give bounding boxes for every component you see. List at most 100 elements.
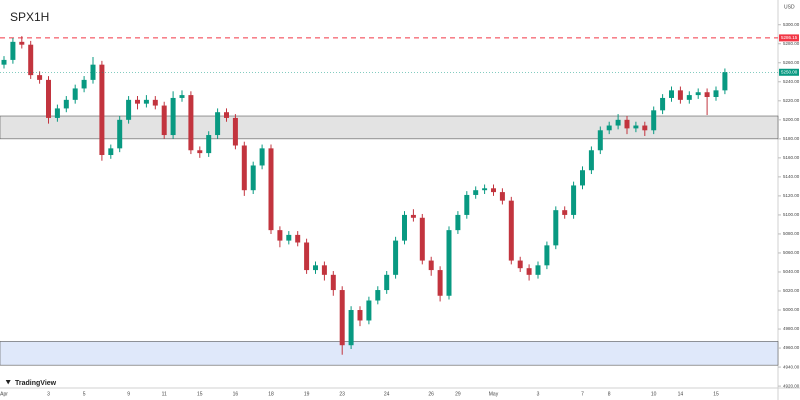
- x-tick-label: 18: [268, 391, 274, 397]
- candle-body: [464, 194, 470, 215]
- candle-body: [241, 145, 247, 191]
- candle-body: [571, 185, 577, 215]
- x-tick-label: 10: [651, 391, 657, 397]
- x-tick-label: 23: [339, 391, 345, 397]
- candle-body: [526, 268, 532, 275]
- y-tick-label: 5240.00: [783, 79, 800, 84]
- x-tick-label: 7: [581, 391, 584, 397]
- y-tick-label: 5200.00: [783, 117, 800, 122]
- candle-body: [455, 214, 461, 231]
- x-tick-label: 3: [537, 391, 540, 397]
- candle-body: [63, 99, 69, 109]
- candle-body: [143, 99, 149, 104]
- candle-body: [722, 72, 728, 91]
- candle-body: [232, 117, 238, 146]
- candle-body: [179, 95, 185, 98]
- x-tick-label: 15: [713, 391, 719, 397]
- candle-body: [224, 112, 229, 118]
- y-tick-label: 5300.00: [783, 22, 800, 27]
- candle-body: [677, 90, 683, 100]
- x-tick-label: 29: [455, 391, 461, 397]
- candle-body: [580, 170, 585, 186]
- candle-body: [410, 214, 416, 218]
- candle-body: [633, 125, 639, 129]
- candle-body: [46, 79, 51, 118]
- candle-body: [491, 188, 496, 193]
- candle-body: [161, 105, 167, 136]
- candle-body: [704, 92, 710, 97]
- y-tick-label: 5160.00: [783, 155, 800, 160]
- candle-body: [428, 260, 434, 271]
- y-tick-label: 5000.00: [783, 307, 800, 312]
- candle-body: [295, 234, 301, 243]
- candle-body: [473, 190, 479, 195]
- candle-body: [28, 44, 34, 76]
- candle-body: [624, 119, 630, 129]
- x-tick-label: May: [489, 391, 499, 397]
- candle-body: [348, 310, 354, 346]
- x-tick-label: 11: [162, 391, 167, 397]
- candle-body: [606, 125, 612, 131]
- y-tick-label: 5040.00: [783, 269, 800, 274]
- candle-body: [268, 148, 274, 231]
- y-tick-label: 5080.00: [783, 231, 800, 236]
- y-tick-label: 4920.00: [783, 383, 800, 388]
- x-tick-label: 19: [304, 391, 310, 397]
- y-tick-label: 5020.00: [783, 288, 800, 293]
- candle-body: [126, 99, 132, 120]
- last-price-tag: [779, 68, 799, 76]
- candle-body: [588, 150, 594, 171]
- candle-body: [81, 79, 87, 89]
- candle-body: [651, 110, 657, 131]
- y-tick-label: 5100.00: [783, 212, 800, 217]
- candle-body: [313, 265, 318, 271]
- candle-body: [437, 270, 443, 296]
- candle-body: [54, 108, 60, 118]
- candle-body: [446, 230, 452, 296]
- candle-body: [482, 188, 488, 191]
- x-tick-label: Apr: [0, 391, 8, 397]
- candle-body: [553, 210, 559, 246]
- y-tick-label: 4940.00: [783, 364, 800, 369]
- candle-body: [277, 230, 283, 241]
- candle-body: [642, 125, 648, 131]
- resistance-tag: [779, 34, 799, 42]
- candle-body: [669, 90, 674, 98]
- x-tick-label: 14: [678, 391, 684, 397]
- last-price-label: 5250.00: [781, 69, 798, 74]
- candle-body: [215, 112, 221, 136]
- x-tick-label: 9: [127, 391, 130, 397]
- candle-body: [188, 95, 194, 151]
- candle-body: [384, 274, 390, 291]
- candle-body: [286, 234, 292, 241]
- x-tick-label: 24: [384, 391, 390, 397]
- candle-body: [695, 92, 701, 96]
- candle-body: [597, 130, 603, 151]
- x-tick-label: 26: [428, 391, 434, 397]
- y-tick-label: 5280.00: [783, 41, 800, 46]
- zone: [0, 115, 779, 140]
- candle-body: [615, 119, 621, 126]
- candle-body: [19, 41, 25, 45]
- brand-logo: ⯆: [5, 378, 11, 387]
- x-tick-label: 3: [47, 391, 50, 397]
- chart-title: SPX1H: [10, 10, 49, 24]
- y-tick-label: 4960.00: [783, 345, 800, 350]
- x-tick-label: 15: [197, 391, 203, 397]
- candle-body: [108, 148, 114, 156]
- zone: [0, 341, 779, 366]
- candle-body: [259, 148, 265, 166]
- candle-body: [508, 200, 514, 261]
- y-tick-label: 5260.00: [783, 60, 800, 65]
- y-tick-label: 5220.00: [783, 98, 800, 103]
- candle-body: [117, 119, 123, 149]
- x-tick-label: 16: [233, 391, 239, 397]
- candle-body: [562, 210, 568, 215]
- candle-body: [517, 260, 523, 269]
- candle-body: [37, 75, 43, 80]
- candle-body: [1, 59, 7, 65]
- candle-body: [544, 245, 550, 266]
- y-tick-label: 5180.00: [783, 136, 800, 141]
